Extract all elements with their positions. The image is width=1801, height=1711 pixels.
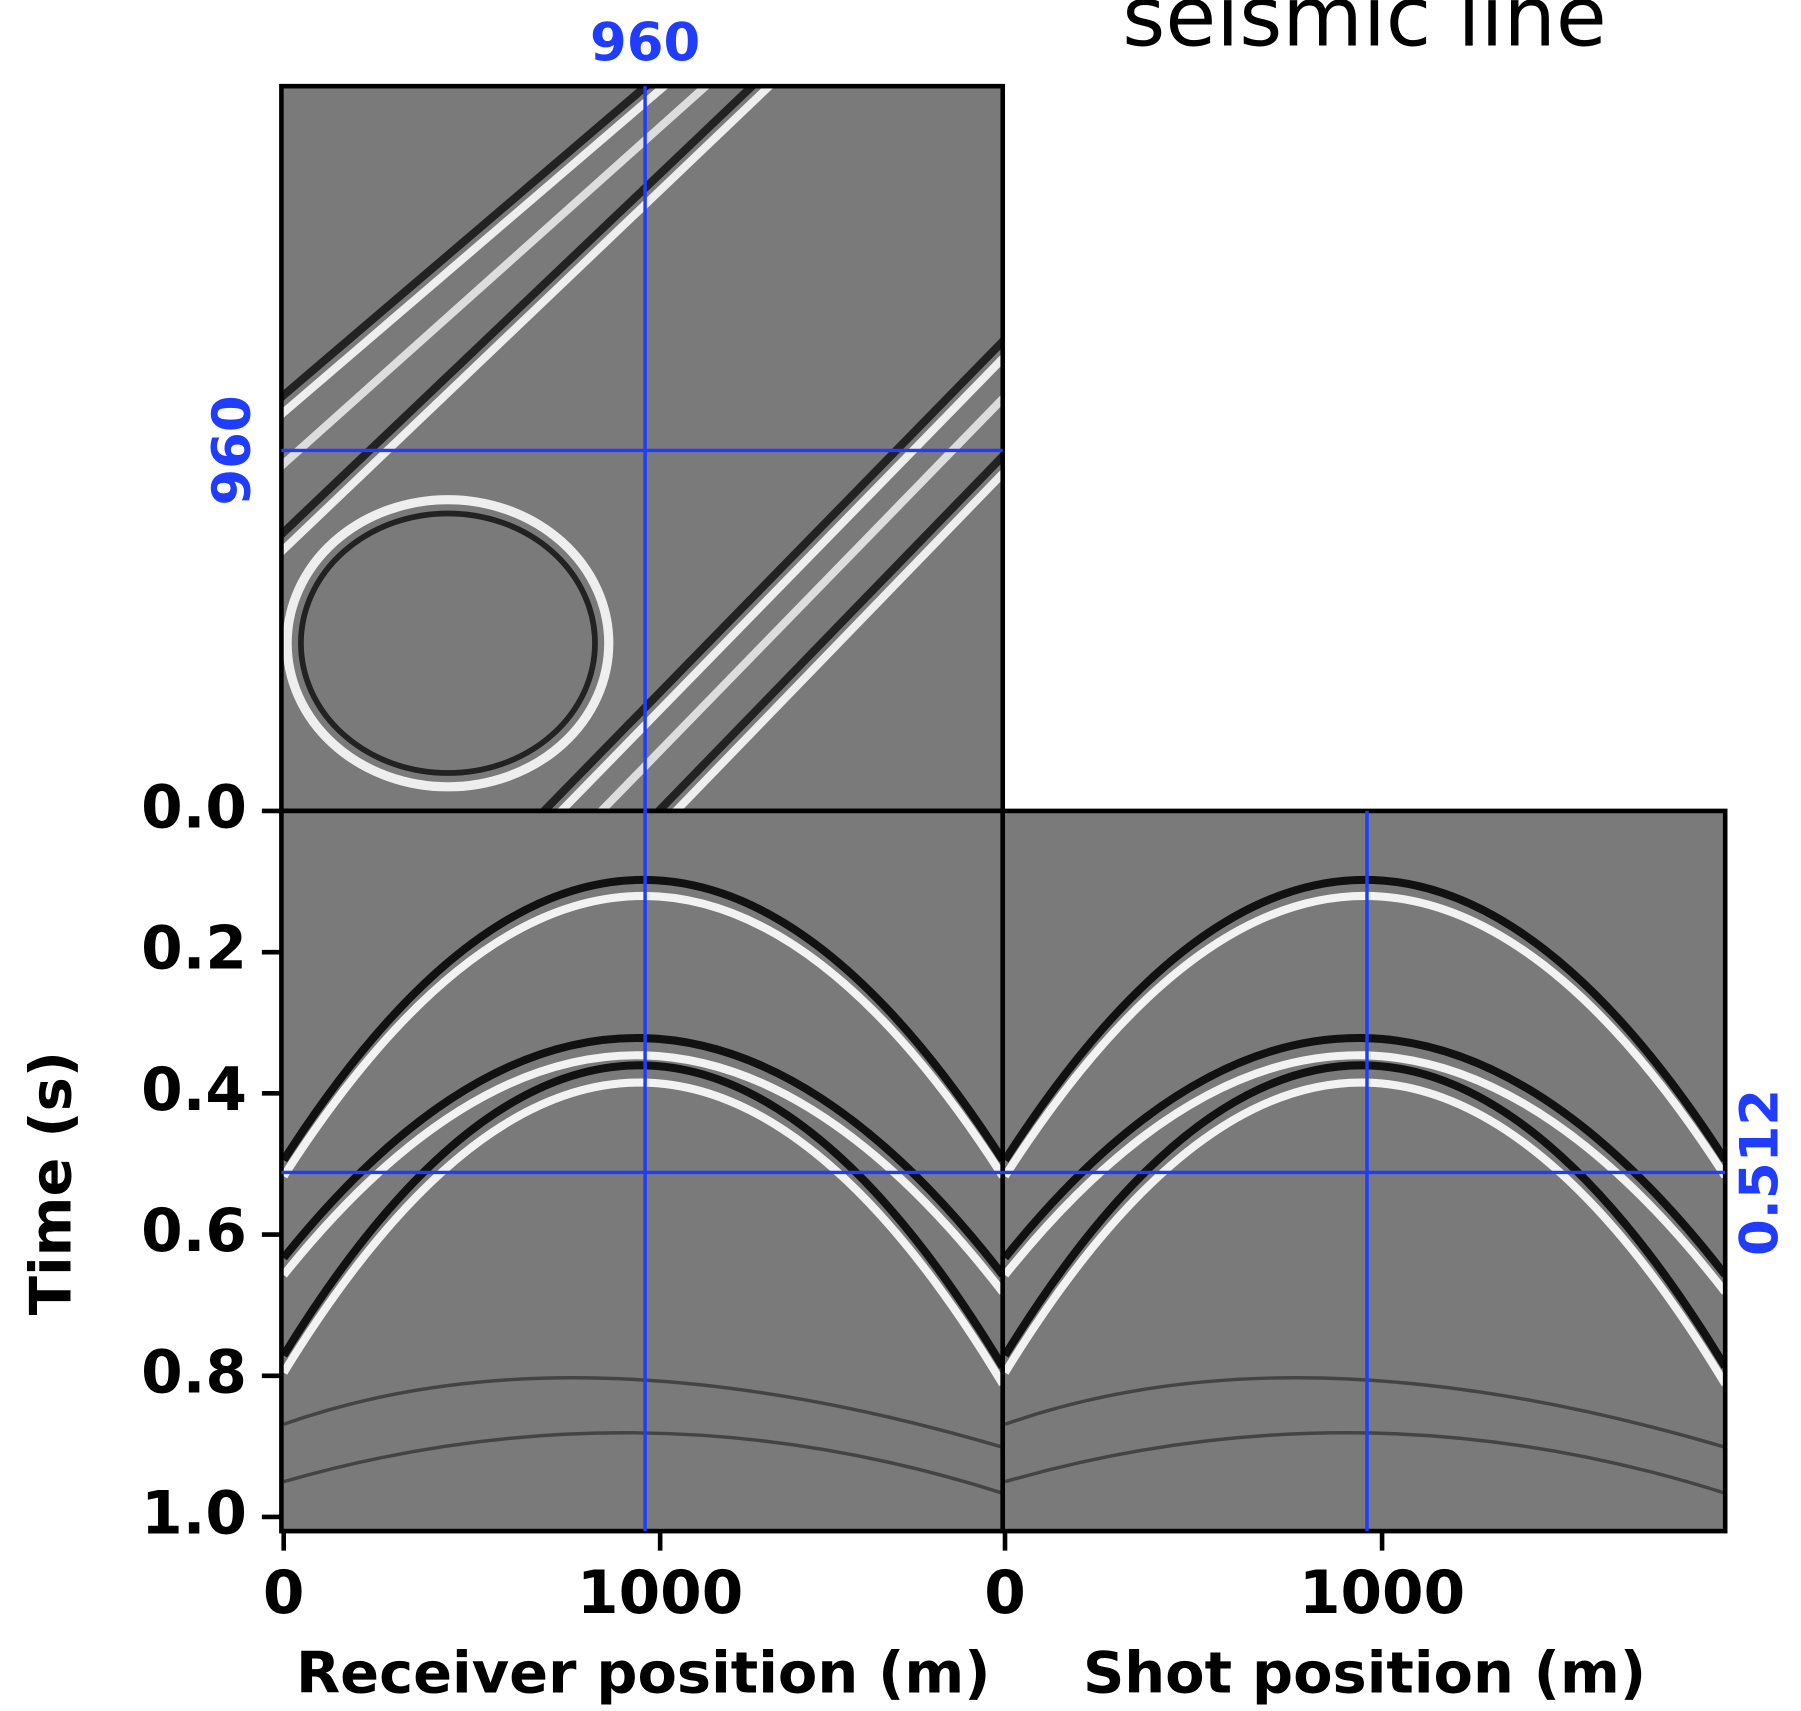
y-axis-label: Time (s): [18, 1051, 85, 1315]
y-tick-label: 1.0: [141, 1480, 247, 1549]
x-axis-label: Receiver position (m): [296, 1640, 991, 1707]
receiver-crosshair-label: 960: [590, 13, 700, 74]
top-panel-image: [281, 86, 1003, 811]
y-tick-label: 0.0: [141, 774, 247, 843]
chart-title: seismic line: [1122, 0, 1607, 65]
x-tick-label: 0: [263, 1559, 305, 1628]
x2-axis-label: Shot position (m): [1083, 1640, 1646, 1707]
x-tick-label: 1000: [577, 1559, 743, 1628]
time-crosshair-label: 0.512: [1730, 1089, 1791, 1256]
y-tick-label: 0.6: [141, 1197, 247, 1266]
shot-crosshair-label: 960: [202, 395, 263, 505]
y-tick-label: 0.4: [141, 1056, 247, 1125]
y-tick-label: 0.2: [141, 915, 247, 984]
x-tick-label: 0: [984, 1559, 1026, 1628]
y-tick-label: 0.8: [141, 1338, 247, 1407]
x-tick-label: 1000: [1299, 1559, 1465, 1628]
